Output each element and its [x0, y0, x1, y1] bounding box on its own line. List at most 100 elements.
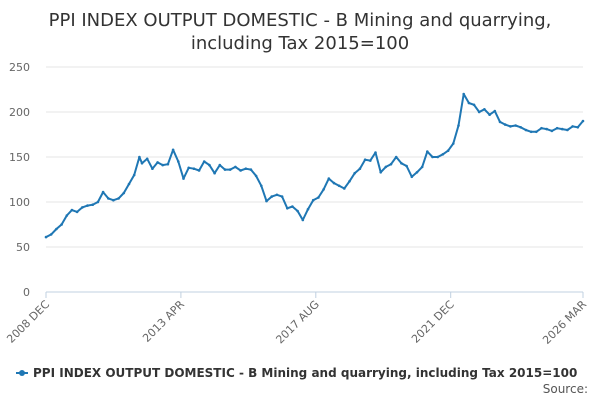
- data-point[interactable]: [127, 182, 131, 186]
- data-point[interactable]: [208, 163, 211, 167]
- data-point[interactable]: [161, 163, 164, 167]
- data-point[interactable]: [44, 235, 48, 239]
- data-point[interactable]: [343, 187, 346, 190]
- data-point[interactable]: [192, 167, 196, 170]
- data-point[interactable]: [171, 148, 175, 152]
- data-point[interactable]: [581, 119, 585, 123]
- data-point[interactable]: [260, 184, 263, 188]
- data-point[interactable]: [65, 214, 69, 217]
- data-point[interactable]: [545, 127, 548, 131]
- data-point[interactable]: [400, 162, 403, 165]
- data-point[interactable]: [156, 161, 159, 164]
- data-point[interactable]: [91, 203, 94, 206]
- data-point[interactable]: [379, 171, 383, 174]
- data-point[interactable]: [420, 165, 424, 169]
- data-point[interactable]: [488, 113, 491, 116]
- data-point[interactable]: [254, 174, 258, 178]
- data-point[interactable]: [519, 126, 522, 129]
- data-point[interactable]: [363, 158, 367, 161]
- data-point[interactable]: [353, 171, 357, 175]
- data-point[interactable]: [389, 162, 393, 166]
- data-point[interactable]: [291, 205, 294, 208]
- data-point[interactable]: [177, 160, 180, 163]
- data-point[interactable]: [270, 195, 274, 198]
- data-point[interactable]: [122, 191, 126, 195]
- data-point[interactable]: [249, 168, 253, 171]
- data-point[interactable]: [275, 193, 279, 197]
- data-point[interactable]: [571, 125, 574, 128]
- data-point[interactable]: [431, 155, 434, 159]
- data-point[interactable]: [228, 168, 232, 171]
- data-point[interactable]: [498, 120, 502, 124]
- data-point[interactable]: [524, 128, 528, 132]
- data-point[interactable]: [452, 142, 455, 145]
- data-point[interactable]: [503, 123, 507, 126]
- data-point[interactable]: [426, 150, 429, 153]
- data-point[interactable]: [306, 207, 310, 211]
- data-point[interactable]: [394, 155, 398, 159]
- data-point[interactable]: [560, 127, 564, 131]
- data-point[interactable]: [239, 169, 242, 172]
- data-point[interactable]: [218, 163, 222, 167]
- data-point[interactable]: [301, 218, 305, 222]
- data-point[interactable]: [555, 126, 559, 130]
- data-point[interactable]: [415, 171, 419, 174]
- data-point[interactable]: [472, 103, 476, 107]
- data-point[interactable]: [132, 173, 136, 177]
- data-point[interactable]: [566, 128, 569, 132]
- data-point[interactable]: [101, 190, 105, 194]
- data-point[interactable]: [60, 223, 63, 226]
- data-point[interactable]: [317, 196, 320, 199]
- data-point[interactable]: [436, 155, 440, 159]
- data-point[interactable]: [265, 199, 268, 203]
- data-point[interactable]: [311, 198, 315, 202]
- data-point[interactable]: [322, 188, 325, 191]
- data-point[interactable]: [493, 109, 497, 113]
- data-point[interactable]: [81, 206, 84, 209]
- data-point[interactable]: [86, 204, 89, 207]
- data-point[interactable]: [384, 165, 388, 169]
- data-point[interactable]: [457, 124, 460, 127]
- data-point[interactable]: [49, 233, 53, 236]
- data-point[interactable]: [138, 155, 141, 159]
- data-point[interactable]: [213, 171, 216, 175]
- data-point[interactable]: [576, 126, 580, 129]
- data-point[interactable]: [280, 195, 284, 198]
- data-point[interactable]: [358, 167, 362, 170]
- legend[interactable]: PPI INDEX OUTPUT DOMESTIC - B Mining and…: [16, 366, 577, 380]
- data-point[interactable]: [446, 149, 450, 152]
- data-point[interactable]: [197, 169, 201, 172]
- data-point[interactable]: [514, 124, 517, 127]
- data-point[interactable]: [223, 168, 227, 171]
- data-point[interactable]: [202, 160, 206, 163]
- data-point[interactable]: [410, 175, 414, 179]
- data-point[interactable]: [182, 177, 185, 180]
- data-point[interactable]: [535, 130, 538, 134]
- data-point[interactable]: [332, 181, 336, 185]
- data-point[interactable]: [140, 162, 144, 165]
- data-point[interactable]: [369, 159, 372, 162]
- data-point[interactable]: [550, 129, 554, 133]
- data-point[interactable]: [151, 167, 154, 170]
- data-point[interactable]: [112, 198, 115, 202]
- data-point[interactable]: [529, 130, 533, 134]
- data-point[interactable]: [234, 165, 237, 169]
- data-point[interactable]: [477, 110, 481, 114]
- data-point[interactable]: [348, 180, 351, 183]
- data-point[interactable]: [187, 166, 190, 170]
- data-point[interactable]: [70, 208, 74, 212]
- data-point[interactable]: [75, 210, 79, 214]
- data-point[interactable]: [107, 197, 110, 200]
- data-point[interactable]: [96, 200, 100, 204]
- data-point[interactable]: [462, 92, 466, 96]
- data-point[interactable]: [483, 108, 486, 111]
- data-point[interactable]: [441, 153, 445, 156]
- data-point[interactable]: [374, 151, 377, 154]
- data-point[interactable]: [327, 177, 331, 180]
- data-point[interactable]: [467, 101, 471, 105]
- data-point[interactable]: [286, 207, 289, 210]
- data-point[interactable]: [244, 167, 248, 170]
- data-point[interactable]: [405, 164, 408, 168]
- data-point[interactable]: [55, 227, 58, 231]
- data-point[interactable]: [117, 197, 120, 200]
